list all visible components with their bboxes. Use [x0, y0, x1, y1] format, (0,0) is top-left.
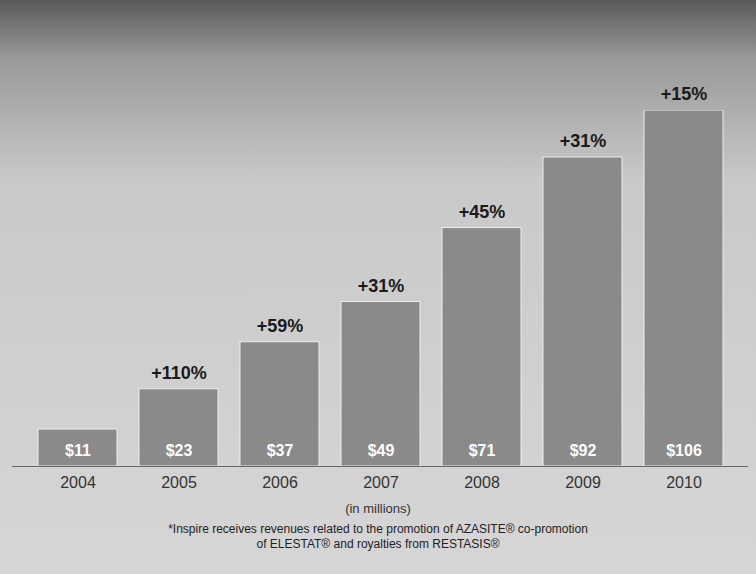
svg-text:$106: $106 — [666, 442, 702, 459]
svg-text:2006: 2006 — [262, 474, 298, 491]
svg-text:2009: 2009 — [565, 474, 601, 491]
svg-text:+31%: +31% — [358, 276, 405, 296]
svg-text:2008: 2008 — [464, 474, 500, 491]
svg-text:+45%: +45% — [459, 202, 506, 222]
svg-text:+31%: +31% — [560, 131, 607, 151]
svg-text:2010: 2010 — [666, 474, 702, 491]
svg-text:+59%: +59% — [257, 316, 304, 336]
svg-text:$11: $11 — [65, 442, 91, 459]
svg-text:+15%: +15% — [661, 84, 708, 104]
html-text:(in millions): (in millions) — [345, 501, 411, 516]
svg-text:$71: $71 — [469, 442, 496, 459]
svg-text:$92: $92 — [570, 442, 597, 459]
svg-text:2004: 2004 — [60, 474, 96, 491]
svg-text:$37: $37 — [267, 442, 294, 459]
svg-text:2007: 2007 — [363, 474, 399, 491]
svg-text:$23: $23 — [166, 442, 193, 459]
svg-text:$49: $49 — [368, 442, 395, 459]
svg-text:2005: 2005 — [161, 474, 197, 491]
html-text:*Inspire receives revenues rel: *Inspire receives revenues related to th… — [168, 522, 588, 551]
svg-text:+110%: +110% — [151, 363, 207, 383]
